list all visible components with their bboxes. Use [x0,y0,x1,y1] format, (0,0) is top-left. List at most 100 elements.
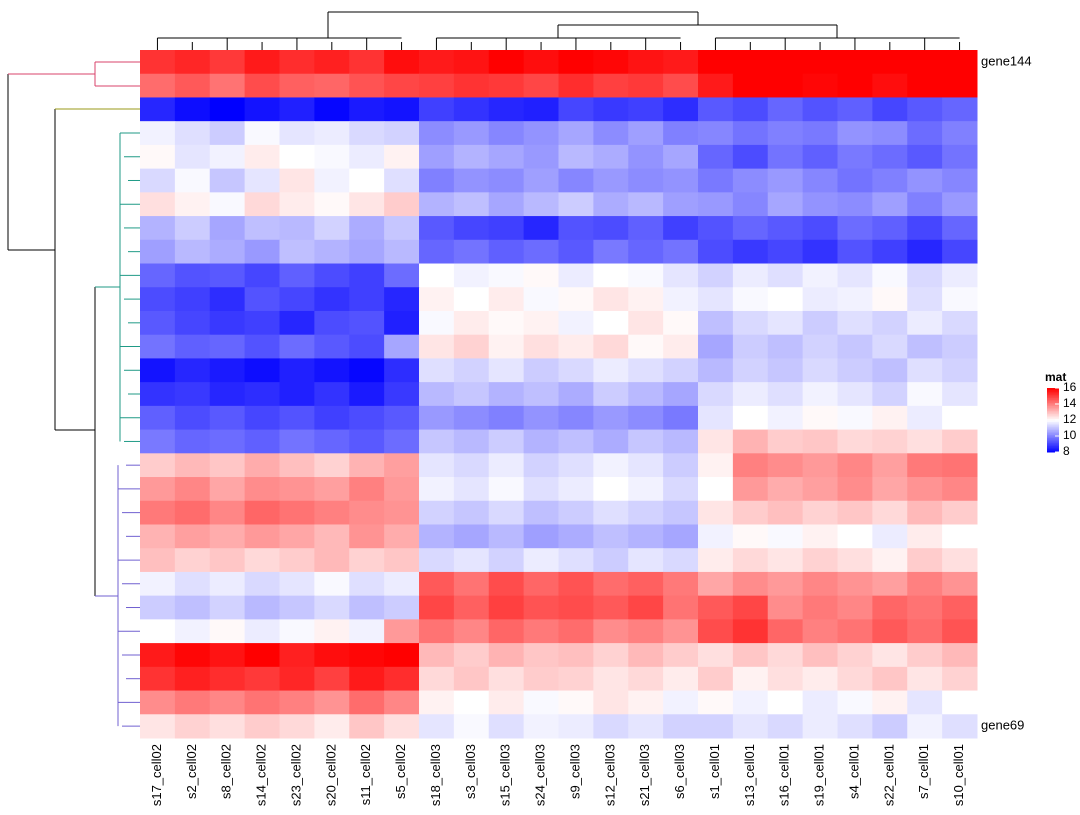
heatmap-cell [244,263,280,288]
heatmap-cell [244,500,280,525]
heatmap-cell [907,168,943,193]
heatmap-cell [384,168,420,193]
heatmap-cell [942,619,978,644]
heatmap-cell [209,168,246,193]
heatmap-cell [907,287,943,312]
heatmap-cell [244,310,280,336]
heatmap-cell [802,453,838,478]
heatmap-cell [419,287,455,312]
heatmap-cell [314,358,350,383]
heatmap-cell [419,310,455,336]
heatmap-cell [663,121,699,146]
heatmap-cell [314,548,350,573]
heatmap-cell [279,192,315,217]
heatmap-cell [732,714,769,739]
heatmap-cell [593,524,629,549]
heatmap-cell [244,643,280,668]
heatmap-cell [209,239,246,265]
heatmap-cell [628,477,664,502]
heatmap-cell [488,690,525,715]
heatmap-cell [279,97,315,122]
heatmap-cell [593,429,629,454]
legend-color-step [1047,439,1059,442]
heatmap-cell [698,500,734,525]
heatmap-cell [732,192,769,217]
heatmap-cell [802,429,838,454]
heatmap-cell [209,263,246,288]
heatmap-cell [314,405,350,431]
heatmap-cell [802,358,838,383]
heatmap-cell [209,477,246,502]
heatmap-cell [767,144,804,170]
heatmap-cell [174,310,211,336]
legend-color-step [1047,400,1059,403]
heatmap-cell [384,595,420,620]
legend-color-step [1047,450,1059,453]
heatmap-cell [488,666,525,692]
heatmap-cell [349,619,385,644]
heatmap-cell [174,714,211,739]
heatmap-cell [593,263,629,288]
row-dendrogram [7,61,140,597]
heatmap-cell [942,144,978,170]
heatmap-cell [244,690,280,715]
heatmap-cell [942,548,978,573]
heatmap-cell [872,500,908,525]
heatmap-cell [628,405,664,431]
heatmap-cell [384,73,420,98]
heatmap-cell [698,73,734,98]
heatmap-cell [523,453,559,478]
heatmap-cell [523,216,559,241]
legend-tick-label: 16 [1063,380,1077,394]
heatmap-cell [209,643,246,668]
heatmap-cell [453,714,490,739]
heatmap-cell [732,500,769,525]
heatmap-cell [872,216,908,241]
column-label: s17_cell02 [149,744,164,806]
heatmap-cell [663,666,699,692]
heatmap-cell [279,548,315,573]
heatmap-cell [698,643,734,668]
heatmap-cell [628,310,664,336]
heatmap-cell [174,121,211,146]
heatmap-cell [698,263,734,288]
heatmap-cell [732,73,769,98]
heatmap-cell [384,310,420,336]
heatmap-cell [174,97,211,122]
heatmap-cell [279,619,315,644]
heatmap-cell [628,666,664,692]
heatmap-cell [384,405,420,431]
heatmap-cell [837,73,873,98]
heatmap-cell [663,168,699,193]
legend-color-step [1047,402,1059,405]
heatmap-cell [907,121,943,146]
heatmap-cell [209,405,246,431]
heatmap-cell [174,690,211,715]
heatmap-cell [279,500,315,525]
heatmap-cell [453,619,490,644]
heatmap-cell [802,334,838,359]
heatmap-cell [872,595,908,620]
legend-color-step [1047,418,1059,421]
heatmap-cell [453,192,490,217]
legend-color-step [1047,407,1059,410]
heatmap-cell [209,358,246,383]
heatmap-cell [453,358,490,383]
dendrogram-trunk [7,74,96,596]
heatmap-cell [349,358,385,383]
heatmap-cell [942,263,978,288]
heatmap-cell [558,619,594,644]
legend-color-step [1047,410,1059,413]
heatmap-cell [140,73,176,98]
legend-color-step [1047,394,1059,397]
heatmap-cell [837,263,873,288]
heatmap-cell [732,405,769,431]
heatmap-cell [628,334,664,359]
row-label: gene144 [981,53,1032,68]
heatmap-cell [488,287,525,312]
heatmap-cell [767,453,804,478]
heatmap-cell [767,97,804,122]
heatmap-cell [523,548,559,573]
heatmap-cell [732,524,769,549]
heatmap-cell [558,548,594,573]
